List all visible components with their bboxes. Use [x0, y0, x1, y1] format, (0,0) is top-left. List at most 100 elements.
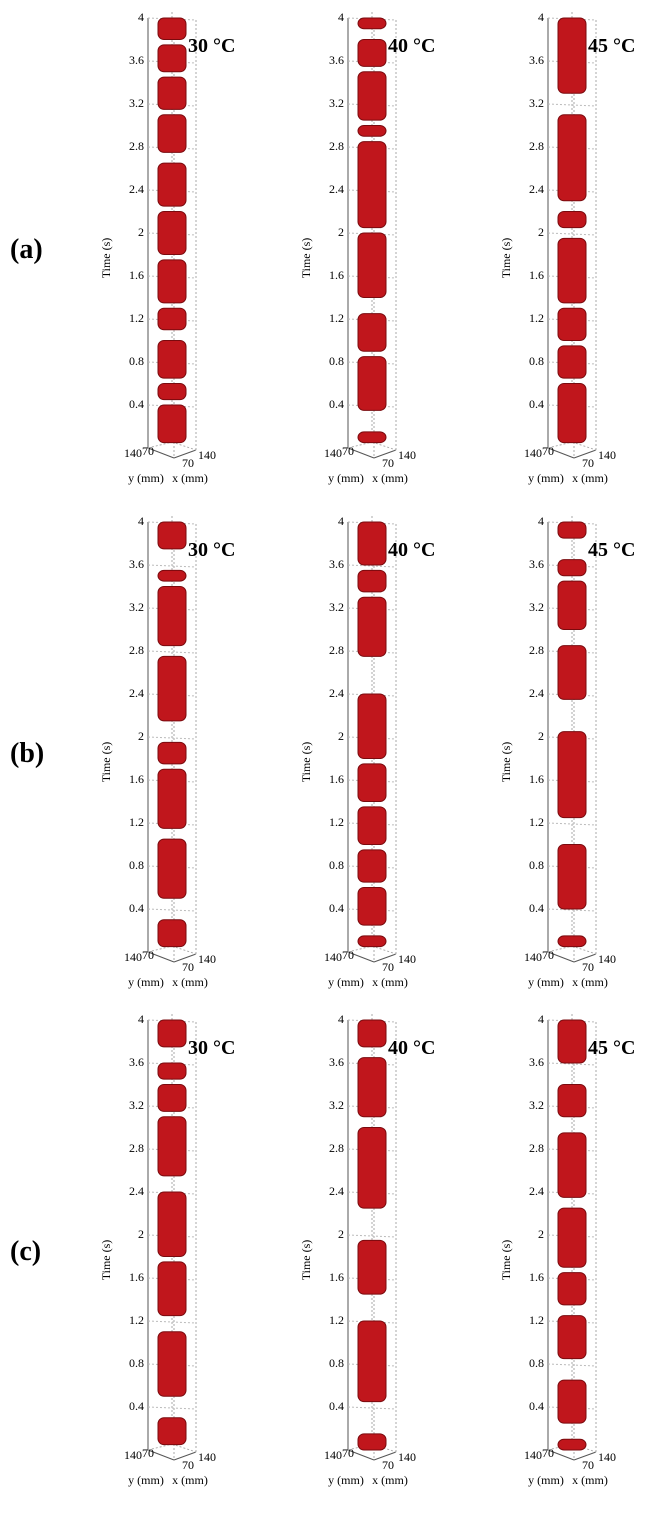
- bubble-segment: [157, 741, 187, 765]
- y-tick-label: 140: [524, 446, 542, 460]
- z-tick-label: 1.6: [129, 268, 144, 282]
- y-tick-label: 70: [542, 1446, 554, 1460]
- bubble-segment: [357, 356, 387, 411]
- bubble-segment: [557, 645, 587, 700]
- bubble-segment: [557, 844, 587, 910]
- z-tick-label: 1.6: [329, 1270, 344, 1284]
- x-axis-label: x (mm): [572, 471, 608, 485]
- bubble-segment: [157, 44, 187, 73]
- bubble-segment: [157, 1417, 187, 1446]
- bubble-segment: [557, 1438, 587, 1451]
- row-label: (a): [10, 234, 43, 265]
- z-tick-label: 2: [538, 729, 544, 743]
- bubble-segment: [157, 383, 187, 401]
- z-tick-label: 2.8: [329, 1141, 344, 1155]
- axis-line: [573, 449, 597, 459]
- z-tick-label: 3.2: [329, 600, 344, 614]
- bubble-segment: [557, 731, 587, 819]
- z-tick-label: 0.8: [129, 1356, 144, 1370]
- x-tick-label: 140: [598, 1450, 616, 1464]
- z-tick-label: 2.4: [529, 686, 544, 700]
- z-tick-label: 1.2: [129, 815, 144, 829]
- z-tick-label: 0.8: [329, 858, 344, 872]
- x-axis-label: x (mm): [372, 471, 408, 485]
- z-tick-label: 1.2: [129, 311, 144, 325]
- z-tick-label: 3.2: [529, 96, 544, 110]
- bubble-segment: [357, 806, 387, 845]
- axis-line: [147, 447, 175, 459]
- x-tick-label: 70: [382, 960, 394, 974]
- z-tick-label: 1.6: [329, 268, 344, 282]
- z-tick-label: 2: [538, 225, 544, 239]
- grid-line: [347, 1234, 397, 1238]
- z-tick-label: 2.8: [129, 643, 144, 657]
- y-tick-label: 70: [342, 948, 354, 962]
- bubble-segment: [557, 307, 587, 341]
- bubble-segment: [357, 849, 387, 883]
- bubble-segment: [357, 1239, 387, 1295]
- bubble-segment: [157, 768, 187, 829]
- y-tick-label: 140: [524, 950, 542, 964]
- bubble-segment: [557, 114, 587, 202]
- bubble-segment: [157, 307, 187, 331]
- z-tick-label: 2: [138, 225, 144, 239]
- y-tick-label: 140: [124, 950, 142, 964]
- bubble-segment: [357, 569, 387, 593]
- z-tick-label: 1.2: [329, 311, 344, 325]
- axis-line: [573, 953, 597, 963]
- x-tick-label: 70: [382, 456, 394, 470]
- x-tick-label: 70: [182, 456, 194, 470]
- bubble-segment: [557, 935, 587, 948]
- bubble-segment: [157, 1116, 187, 1177]
- z-tick-label: 2.4: [129, 686, 144, 700]
- y-tick-label: 140: [124, 1448, 142, 1462]
- axis-line: [547, 1449, 575, 1461]
- x-tick-label: 70: [582, 456, 594, 470]
- bubble-segment: [557, 1379, 587, 1424]
- z-tick-label: 0.8: [129, 354, 144, 368]
- z-tick-label: 2.8: [529, 643, 544, 657]
- z-tick-label: 2.8: [529, 139, 544, 153]
- z-tick-label: 0.4: [329, 901, 344, 915]
- z-tick-label: 0.8: [529, 354, 544, 368]
- x-tick-label: 140: [398, 952, 416, 966]
- bubble-segment: [357, 1320, 387, 1403]
- z-tick-label: 0.8: [529, 858, 544, 872]
- z-tick-label: 1.2: [129, 1313, 144, 1327]
- z-axis-label: Time (s): [299, 238, 313, 279]
- bubble-segment: [357, 141, 387, 229]
- axis-line: [547, 447, 575, 459]
- z-tick-label: 3.6: [329, 1055, 344, 1069]
- grid-line: [147, 736, 197, 740]
- y-axis-label: y (mm): [528, 975, 564, 989]
- z-tick-label: 2.8: [129, 1141, 144, 1155]
- x-tick-label: 140: [598, 448, 616, 462]
- axis-line: [171, 1443, 197, 1453]
- bubble-segment: [157, 17, 187, 40]
- x-tick-label: 70: [582, 1458, 594, 1472]
- bubble-segment: [557, 211, 587, 229]
- bubble-segment: [357, 693, 387, 759]
- z-tick-label: 3.2: [329, 1098, 344, 1112]
- z-axis-label: Time (s): [299, 742, 313, 783]
- bubble-segment: [157, 1331, 187, 1397]
- bubble-segment: [357, 521, 387, 566]
- z-tick-label: 4: [538, 1012, 544, 1026]
- grid-line: [547, 1062, 597, 1066]
- x-tick-label: 70: [382, 1458, 394, 1472]
- y-tick-label: 70: [142, 948, 154, 962]
- bubble-segment: [157, 1019, 187, 1048]
- z-tick-label: 2: [138, 729, 144, 743]
- grid-line: [547, 908, 597, 912]
- z-tick-label: 4: [538, 514, 544, 528]
- bubble-segment: [557, 521, 587, 539]
- axis-line: [373, 449, 397, 459]
- x-axis-label: x (mm): [572, 975, 608, 989]
- bubble-segment: [557, 1315, 587, 1360]
- y-tick-label: 140: [324, 950, 342, 964]
- z-tick-label: 4: [538, 10, 544, 24]
- z-tick-label: 2.4: [529, 182, 544, 196]
- y-tick-label: 140: [324, 446, 342, 460]
- z-axis-label: Time (s): [499, 238, 513, 279]
- y-tick-label: 70: [142, 444, 154, 458]
